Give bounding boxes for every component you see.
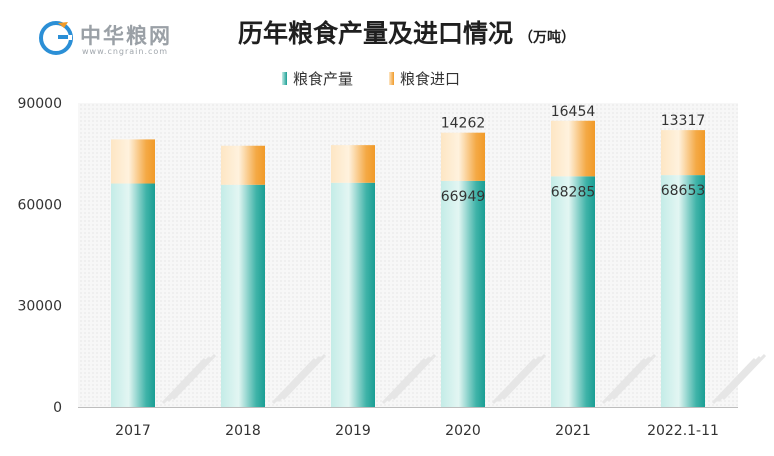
bar-production-2020 <box>441 180 485 407</box>
bar-import-2017 <box>111 139 155 184</box>
decor-stripe <box>171 353 217 401</box>
legend-item-production: 粮食产量 <box>282 68 353 89</box>
y-tick-label: 0 <box>53 400 62 416</box>
title-unit: （万吨） <box>519 30 576 46</box>
bar-production-2021 <box>551 176 595 407</box>
decor-stripe <box>271 357 317 405</box>
x-tick-label: 2020 <box>445 423 481 439</box>
bars-group <box>111 120 705 407</box>
y-tick-label: 60000 <box>17 197 62 213</box>
plot-background <box>78 103 738 408</box>
legend-label-import: 粮食进口 <box>400 70 461 88</box>
x-tick-label: 2018 <box>225 423 261 439</box>
data-label-production: 68653 <box>661 183 706 199</box>
decor-stripe <box>716 355 762 403</box>
data-label-production: 66949 <box>441 189 486 205</box>
legend-label-production: 粮食产量 <box>293 70 354 88</box>
logo-name: 中华粮网 <box>80 24 172 48</box>
decor-stripe <box>496 355 542 403</box>
bar-production-2019 <box>331 182 375 407</box>
bar-production-2017 <box>111 183 155 407</box>
bar-import-2020 <box>441 132 485 181</box>
bar-import-2019 <box>331 145 375 183</box>
decor-stripe <box>606 355 652 403</box>
legend-swatch-production <box>282 72 287 85</box>
decor-stripe <box>386 355 432 403</box>
decor-stripe <box>611 353 657 401</box>
decor-stripe <box>391 353 437 401</box>
data-label-production: 68285 <box>551 184 596 200</box>
chart-title: 历年粮食产量及进口情况 （万吨） <box>238 14 575 50</box>
data-labels-group: 14262 66949 16454 68285 13317 68653 <box>441 104 706 205</box>
logo: 中华粮网 www.cngrain.com <box>36 14 206 64</box>
decor-stripe <box>166 355 212 403</box>
bar-import-2021 <box>551 120 595 177</box>
data-label-import: 13317 <box>661 113 706 129</box>
decor-stripe <box>501 353 547 401</box>
decor-stripe <box>711 357 757 405</box>
bar-production-2018 <box>221 184 265 407</box>
x-tick-label: 2017 <box>115 423 151 439</box>
decor-stripe <box>721 353 767 401</box>
legend: 粮食产量 粮食进口 <box>282 68 460 89</box>
x-tick-label: 2019 <box>335 423 371 439</box>
logo-mark-icon <box>39 21 73 55</box>
legend-swatch-import <box>389 72 395 85</box>
decor-stripe <box>161 357 207 405</box>
y-tick-label: 30000 <box>17 299 62 315</box>
decor-stripe <box>381 357 427 405</box>
title-text: 历年粮食产量及进口情况 <box>238 19 514 48</box>
decor-stripe <box>491 357 537 405</box>
x-tick-label: 2021 <box>555 423 591 439</box>
logo-url: www.cngrain.com <box>82 47 169 56</box>
legend-item-import: 粮食进口 <box>389 68 460 89</box>
bar-import-2018 <box>221 145 265 185</box>
bar-production-2022.1-11 <box>661 175 705 407</box>
data-label-import: 16454 <box>551 104 596 120</box>
decor-stripe <box>601 357 647 405</box>
x-axis: 2017 2018 2019 2020 2021 2022.1-11 <box>115 423 719 439</box>
y-axis: 0 30000 60000 90000 <box>17 96 62 416</box>
x-tick-label: 2022.1-11 <box>647 423 719 439</box>
decor-stripe <box>281 353 327 401</box>
y-tick-label: 90000 <box>17 96 62 112</box>
bar-import-2022.1-11 <box>661 130 705 176</box>
decor-stripe <box>276 355 322 403</box>
data-label-import: 14262 <box>441 116 486 132</box>
